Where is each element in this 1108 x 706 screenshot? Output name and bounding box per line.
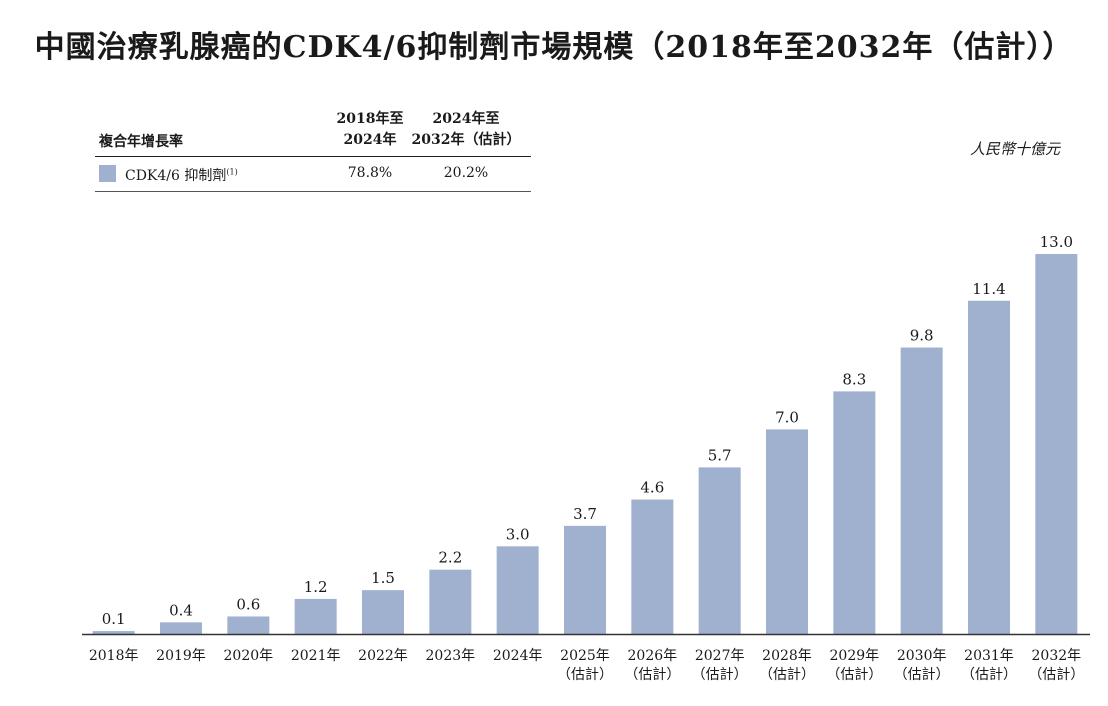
cagr-column-header-2: 2024年至 2032年（估計） bbox=[401, 109, 531, 151]
cagr-table-header: 複合年增長率 2018年至 2024年 2024年至 2032年（估計） bbox=[95, 110, 531, 157]
unit-label: 人民幣十億元 bbox=[969, 140, 1060, 158]
x-tick-label-7-0: 2025年 bbox=[560, 648, 610, 664]
data-label-0: 0.1 bbox=[102, 610, 126, 628]
bar-13 bbox=[968, 300, 1010, 634]
x-tick-label-14-1: （估計） bbox=[1028, 667, 1084, 683]
x-tick-label-9-0: 2027年 bbox=[695, 648, 745, 664]
cagr-column-1-line2: 2024年 bbox=[343, 132, 397, 148]
cagr-column-1-line1: 2018年至 bbox=[336, 111, 404, 127]
x-tick-label-3-0: 2021年 bbox=[291, 648, 341, 664]
x-tick-label-12-0: 2030年 bbox=[897, 648, 947, 664]
legend-swatch bbox=[99, 165, 116, 182]
data-label-11: 8.3 bbox=[842, 370, 866, 388]
data-label-6: 3.0 bbox=[506, 525, 530, 543]
bar-14 bbox=[1035, 254, 1078, 634]
x-tick-label-11-1: （估計） bbox=[826, 667, 882, 683]
x-tick-label-8-1: （估計） bbox=[624, 667, 680, 683]
cagr-column-header-1: 2018年至 2024年 bbox=[315, 109, 425, 151]
data-label-1: 0.4 bbox=[169, 601, 193, 619]
x-tick-label-2-0: 2020年 bbox=[224, 648, 274, 664]
bar-11 bbox=[833, 391, 876, 634]
legend-series-name: CDK4/6 抑制劑(1) bbox=[125, 165, 238, 185]
x-tick-label-12-1: （估計） bbox=[894, 667, 950, 683]
bar-1 bbox=[160, 622, 202, 634]
bar-5 bbox=[429, 569, 472, 634]
x-tick-label-5-0: 2023年 bbox=[426, 648, 476, 664]
bar-6 bbox=[496, 546, 539, 634]
x-tick-label-6-0: 2024年 bbox=[493, 648, 543, 664]
data-label-13: 11.4 bbox=[972, 280, 1005, 298]
data-label-4: 1.5 bbox=[371, 569, 395, 587]
x-tick-label-10-1: （估計） bbox=[759, 667, 815, 683]
x-tick-label-10-0: 2028年 bbox=[762, 648, 812, 664]
x-tick-label-4-0: 2022年 bbox=[358, 648, 408, 664]
bar-0 bbox=[92, 631, 135, 634]
x-tick-label-0-0: 2018年 bbox=[89, 648, 139, 664]
bar-8 bbox=[631, 499, 674, 634]
cagr-column-2-line2: 2032年（估計） bbox=[411, 132, 521, 148]
cagr-value-2024-2032: 20.2% bbox=[443, 165, 489, 181]
data-label-14: 13.0 bbox=[1040, 233, 1073, 251]
bar-3 bbox=[294, 598, 337, 634]
cagr-column-2-line1: 2024年至 bbox=[432, 111, 500, 127]
data-label-10: 7.0 bbox=[775, 408, 799, 426]
data-label-2: 0.6 bbox=[236, 595, 260, 613]
legend-footnote: (1) bbox=[226, 167, 238, 177]
bar-7 bbox=[564, 525, 606, 634]
x-tick-label-1-0: 2019年 bbox=[156, 648, 206, 664]
cagr-table: 複合年增長率 2018年至 2024年 2024年至 2032年（估計） CDK… bbox=[95, 110, 531, 192]
cagr-header-label: 複合年增長率 bbox=[99, 134, 183, 150]
legend-series-label: CDK4/6 抑制劑 bbox=[125, 168, 227, 184]
x-tick-label-14-0: 2032年 bbox=[1032, 648, 1082, 664]
x-tick-label-13-1: （估計） bbox=[961, 667, 1017, 683]
data-label-9: 5.7 bbox=[708, 446, 732, 464]
data-label-8: 4.6 bbox=[640, 479, 664, 497]
bar-10 bbox=[766, 429, 808, 634]
x-tick-label-9-1: （估計） bbox=[692, 667, 748, 683]
bar-2 bbox=[227, 616, 270, 634]
x-tick-label-11-0: 2029年 bbox=[830, 648, 880, 664]
data-label-5: 2.2 bbox=[438, 549, 462, 567]
data-label-12: 9.8 bbox=[910, 327, 934, 345]
cagr-table-row: CDK4/6 抑制劑(1) 78.8% 20.2% bbox=[95, 157, 531, 192]
data-label-7: 3.7 bbox=[573, 505, 597, 523]
bar-4 bbox=[362, 590, 404, 634]
bar-9 bbox=[698, 467, 741, 634]
x-tick-label-13-0: 2031年 bbox=[964, 648, 1014, 664]
chart-title: 中國治療乳腺癌的CDK4/6抑制劑市場規模（2018年至2032年（估計）） bbox=[34, 30, 1074, 65]
data-label-3: 1.2 bbox=[304, 578, 328, 596]
x-tick-label-8-0: 2026年 bbox=[628, 648, 678, 664]
x-tick-label-7-1: （估計） bbox=[557, 667, 613, 683]
bar-12 bbox=[900, 347, 943, 634]
cagr-value-2018-2024: 78.8% bbox=[347, 165, 393, 181]
